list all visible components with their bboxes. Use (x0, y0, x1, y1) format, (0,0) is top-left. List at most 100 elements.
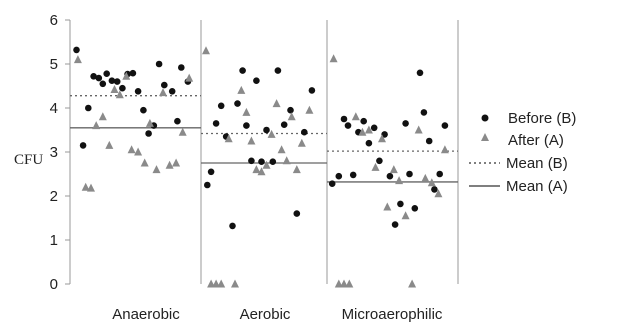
before-point (140, 106, 147, 114)
y-tick-label: 4 (50, 100, 58, 117)
after-point (165, 160, 174, 169)
after-point (414, 125, 423, 134)
after-point (262, 160, 271, 169)
after-point (408, 279, 417, 288)
after-point (134, 147, 143, 156)
before-point (234, 100, 241, 107)
category-label: Anaerobic (112, 306, 180, 323)
after-point (98, 112, 107, 121)
after-point (427, 178, 436, 187)
category-panels (200, 20, 459, 284)
after-point (237, 85, 246, 94)
after-point (110, 85, 119, 93)
before-point (274, 67, 282, 74)
before-point (420, 109, 428, 116)
before-point (328, 180, 336, 187)
y-tick-label: 3 (50, 144, 58, 161)
after-point (440, 145, 449, 154)
before-point (287, 106, 294, 114)
after-point (434, 189, 443, 198)
after-point (277, 145, 286, 154)
before-point (134, 88, 142, 95)
before-point (129, 69, 137, 77)
y-tick-label: 0 (50, 276, 58, 293)
after-point (212, 279, 221, 288)
before-point (340, 115, 348, 123)
y-tick-label: 6 (50, 12, 58, 29)
before-point (207, 168, 215, 176)
before-point (335, 172, 343, 180)
after-point (345, 279, 354, 288)
before-point (301, 128, 308, 136)
before-point (370, 124, 378, 132)
after-point (92, 121, 101, 130)
before-point (248, 157, 255, 165)
after-point (122, 71, 131, 80)
after-point (401, 211, 410, 220)
y-tick-label: 2 (50, 188, 58, 205)
before-point (174, 117, 181, 125)
before-point (381, 131, 388, 138)
after-point (73, 55, 82, 64)
before-point (229, 222, 236, 230)
before-point (402, 120, 409, 127)
legend-before-marker (481, 114, 489, 122)
before-point (90, 73, 97, 80)
before-point (253, 77, 260, 84)
after-point (231, 279, 239, 288)
before-point (119, 84, 126, 92)
legend: Before (B) After (A) Mean (B) Mean (A) (469, 110, 576, 195)
after-point (178, 127, 187, 136)
before-point (95, 74, 103, 82)
after-point (340, 279, 348, 288)
before-point (397, 200, 404, 208)
after-point (364, 125, 373, 134)
before-point (406, 170, 413, 178)
data-points (73, 46, 449, 288)
before-point (269, 158, 277, 165)
after-point (127, 145, 136, 154)
after-point (395, 176, 404, 185)
before-point (239, 67, 246, 74)
after-point (292, 165, 301, 174)
after-point (389, 165, 398, 174)
after-point (334, 279, 343, 288)
after-point (351, 112, 360, 121)
category-label: Microaerophilic (342, 306, 443, 323)
before-point (436, 170, 444, 178)
before-point (360, 117, 368, 125)
legend-before-label: Before (B) (508, 110, 576, 127)
before-point (79, 142, 87, 149)
after-point (140, 158, 149, 167)
before-point (431, 186, 438, 193)
before-point (73, 46, 80, 54)
after-point (297, 138, 306, 147)
before-point (441, 122, 449, 129)
after-point (257, 167, 266, 176)
legend-mean-after-label: Mean (A) (506, 178, 568, 195)
y-tick-label: 1 (50, 232, 58, 249)
before-point (349, 171, 357, 179)
before-point (263, 126, 270, 134)
legend-after-marker (481, 133, 489, 141)
category-label: Aerobic (240, 306, 291, 323)
after-point (185, 73, 194, 82)
before-point (293, 210, 301, 217)
before-point (178, 64, 185, 71)
after-point (252, 165, 261, 174)
y-axis-label: CFU (14, 152, 43, 168)
before-point (85, 104, 92, 112)
before-point (280, 121, 288, 128)
after-point (115, 90, 124, 99)
before-point (344, 122, 352, 129)
legend-mean-before-label: Mean (B) (506, 155, 568, 172)
before-point (386, 172, 394, 180)
after-point (378, 134, 386, 143)
before-point (425, 137, 433, 145)
after-point (152, 165, 161, 174)
after-point (282, 156, 291, 165)
mean-lines (70, 95, 458, 183)
after-point (87, 183, 95, 192)
y-axis: 0 1 2 3 4 5 6 (50, 12, 71, 293)
